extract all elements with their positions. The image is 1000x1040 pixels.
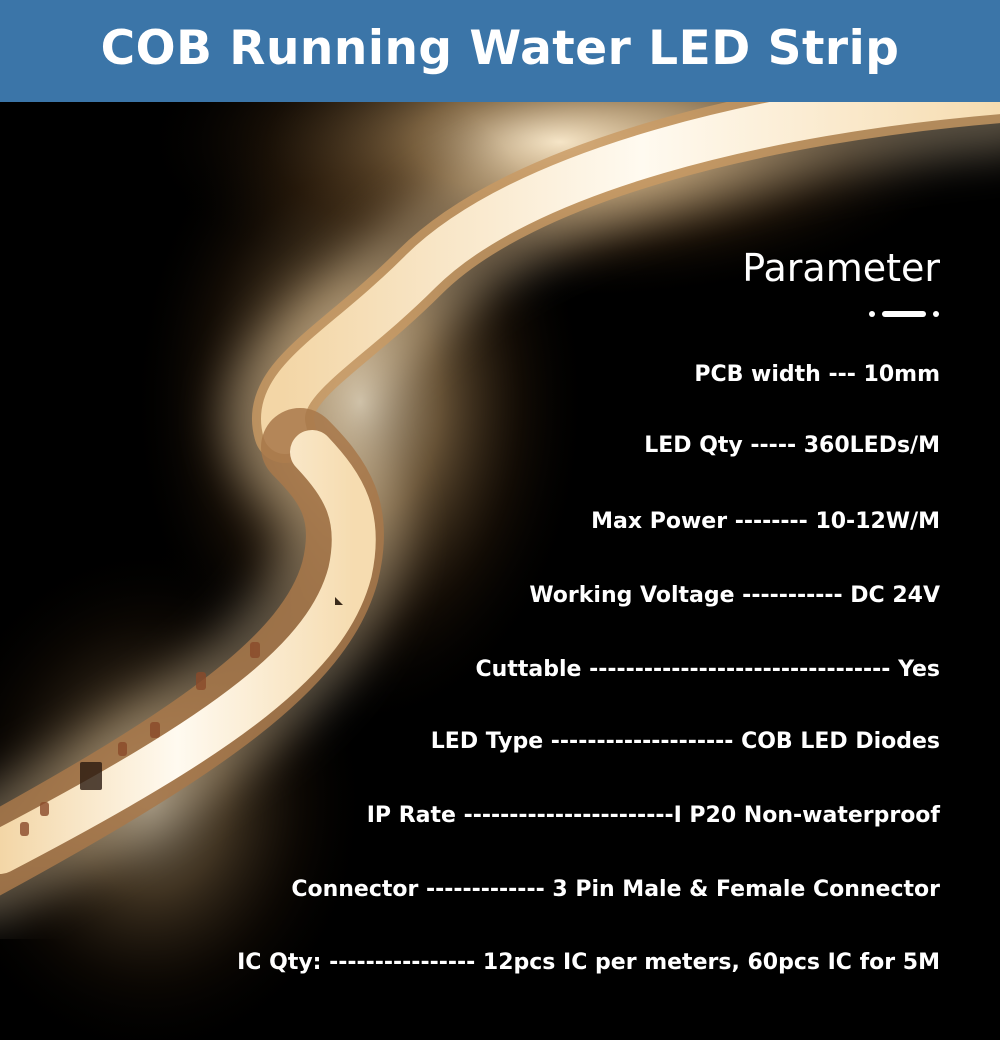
title-banner: COB Running Water LED Strip bbox=[0, 0, 1000, 102]
param-connector: Connector ------------- 3 Pin Male & Fem… bbox=[291, 877, 940, 902]
pcb-components bbox=[20, 642, 260, 836]
heading-divider bbox=[869, 311, 939, 317]
param-max-power: Max Power -------- 10-12W/M bbox=[591, 509, 940, 534]
param-ip-rate: IP Rate -----------------------I P20 Non… bbox=[366, 803, 940, 828]
param-led-qty: LED Qty ----- 360LEDs/M bbox=[644, 433, 940, 458]
param-led-type: LED Type -------------------- COB LED Di… bbox=[430, 729, 940, 754]
param-working-voltage: Working Voltage ----------- DC 24V bbox=[529, 583, 940, 608]
strip-lower bbox=[0, 430, 376, 874]
param-cuttable: Cuttable -------------------------------… bbox=[475, 657, 940, 682]
led-strip-photo bbox=[0, 102, 1000, 1040]
param-pcb-width: PCB width --- 10mm bbox=[694, 362, 940, 387]
arrow-mark bbox=[335, 597, 343, 605]
param-ic-qty: IC Qty: ---------------- 12pcs IC per me… bbox=[237, 950, 940, 975]
strip-upper bbox=[261, 102, 1000, 454]
parameters-heading: Parameter bbox=[742, 246, 940, 290]
page-title: COB Running Water LED Strip bbox=[100, 20, 900, 76]
